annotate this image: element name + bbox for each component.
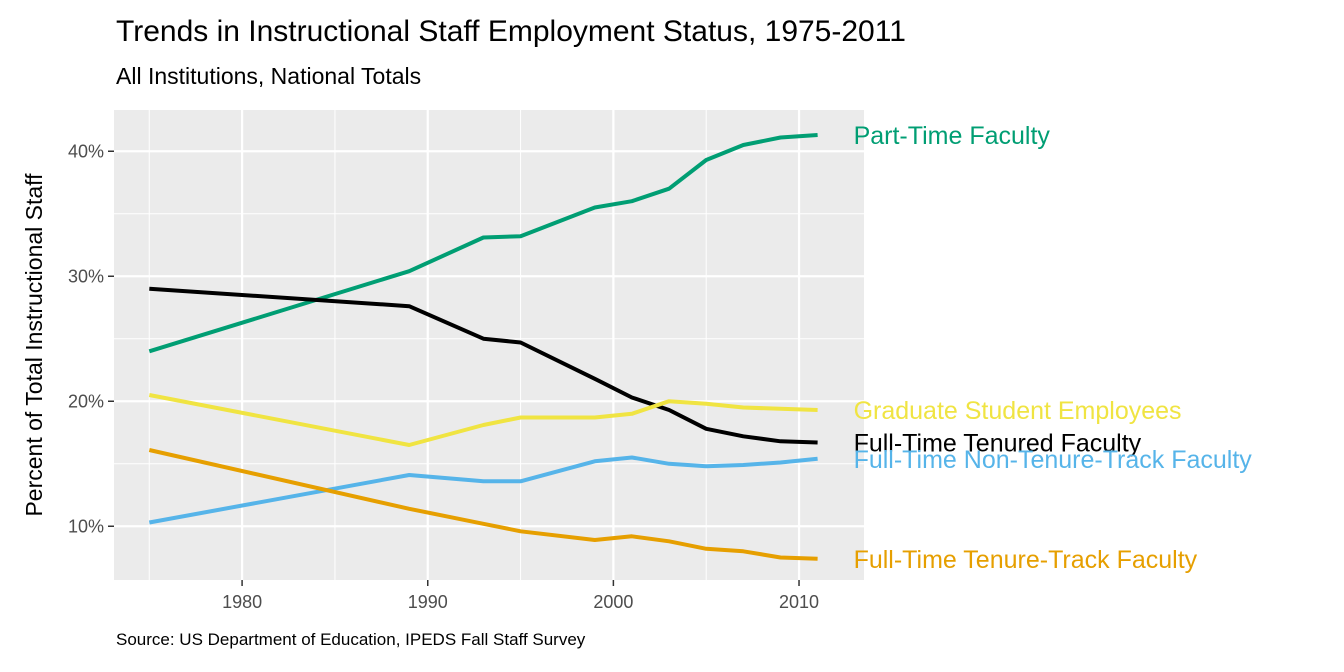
plot-panel [114,110,864,580]
y-tick-label: 20% [68,391,104,411]
series-line-part-time-faculty [148,133,818,354]
series-line-graduate-student-employees [148,393,818,447]
x-tick-label: 2010 [779,592,819,612]
x-axis: 1980 1990 2000 2010 [222,580,819,612]
major-gridlines [114,110,864,580]
series-line-full-time-tenured-faculty [149,286,818,445]
y-axis-title: Percent of Total Instructional Staff [21,173,47,517]
y-tick-label: 30% [68,266,104,286]
chart-title: Trends in Instructional Staff Employment… [116,15,906,48]
series-labels: Part-Time Faculty Full-Time Tenured Facul… [854,122,1253,574]
series-label-full-time-tenured-faculty: Full-Time Tenured Faculty [854,430,1142,458]
y-tick-label: 10% [68,516,104,536]
y-axis: 10% 20% 30% 40% [68,141,114,536]
x-tick-label: 1990 [408,592,448,612]
series-label-full-time-non-tenure-track-faculty: Full-Time Non-Tenure-Track Faculty [854,446,1253,474]
x-tick-label: 2000 [593,592,633,612]
series-line-full-time-tenure-track-faculty [148,448,818,561]
series-line-full-time-non-tenure-track-faculty [148,455,818,525]
series-label-graduate-student-employees: Graduate Student Employees [854,397,1182,425]
source-caption: Source: US Department of Education, IPED… [116,630,586,649]
x-tick-label: 1980 [222,592,262,612]
series-label-part-time-faculty: Part-Time Faculty [854,122,1051,150]
chart-subtitle: All Institutions, National Totals [116,63,422,89]
series-lines [148,133,818,561]
y-tick-label: 40% [68,141,104,161]
series-label-full-time-tenure-track-faculty: Full-Time Tenure-Track Faculty [854,546,1198,574]
